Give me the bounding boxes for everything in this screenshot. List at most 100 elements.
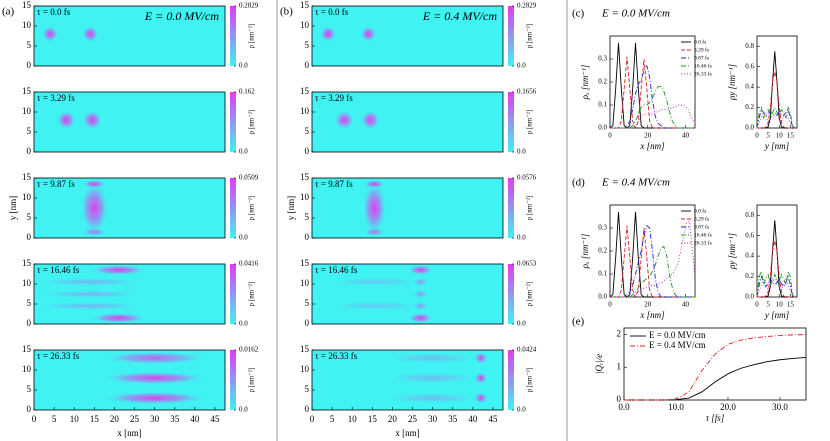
plot-frame [33, 349, 226, 411]
x-tick-label: 35 [448, 414, 458, 424]
y-tick-label: 15 [300, 172, 310, 182]
y-tick-label: 10 [300, 278, 310, 288]
y-tick-label: 0.8 [745, 42, 754, 50]
y-axis-label: ρₓ [nm⁻¹] [580, 233, 590, 269]
y-tick-label: 5 [27, 212, 32, 222]
panel-label: (d) [572, 177, 585, 189]
colorbar-label: ρ [nm⁻²] [248, 282, 256, 307]
colorbar-tick-label: 0.162 [239, 88, 255, 96]
y-tick-label: 15 [300, 0, 310, 10]
x-axis-label: x [nm] [639, 141, 665, 151]
series-line [757, 220, 795, 298]
y-tick-label: 0 [305, 404, 310, 414]
x-axis-label: τ [fs] [706, 413, 725, 423]
colorbar-tick-label: 0.0 [517, 234, 526, 242]
y-tick-label: 15 [300, 258, 310, 268]
plot-frame [311, 349, 504, 411]
plot-frame [756, 204, 798, 298]
y-axis-label: ρₓ [nm⁻¹] [580, 64, 590, 100]
colorbar [230, 92, 236, 152]
x-tick-label: 0 [32, 414, 37, 424]
panel-title: E = 0.4 MV/cm [601, 177, 670, 189]
plot-frame [311, 263, 504, 325]
x-axis-label: y [nm] [764, 141, 790, 151]
series-line [757, 51, 795, 129]
y-tick-label: 5 [27, 126, 32, 136]
x-axis-label: x [nm] [117, 428, 141, 438]
colorbar-label: ρ [nm⁻²] [248, 24, 256, 49]
annotation: E = 0.4 MV/cm [422, 9, 497, 23]
legend-label: 16.46 fs [694, 231, 712, 238]
y-tick-label: 0 [305, 146, 310, 156]
colorbar-tick-label: 0.2829 [239, 2, 259, 10]
y-tick-label: 0 [27, 146, 32, 156]
plot-frame [33, 177, 226, 239]
plot-frame [33, 263, 226, 325]
panel-label: (c) [572, 8, 585, 20]
legend-label: 26.33 fs [694, 239, 712, 246]
panel-title: τ = 0.0 fs [37, 7, 71, 17]
colorbar-label: ρ [nm⁻²] [248, 196, 256, 221]
x-tick-label: 10.0 [668, 402, 684, 412]
legend-label: E = 0.0 MV/cm [649, 330, 706, 340]
series-line [610, 225, 695, 299]
series-line [756, 277, 795, 298]
series-line [757, 240, 795, 298]
series-line [610, 220, 696, 298]
x-tick-label: 10 [348, 414, 358, 424]
colorbar [230, 178, 236, 238]
series-line [757, 71, 795, 129]
colorbar-tick-label: 0.0 [517, 406, 526, 414]
y-tick-label: 0.8 [745, 211, 754, 219]
y-axis-label: y [nm] [8, 196, 18, 220]
panel-label: (e) [572, 316, 585, 328]
y-tick-label: 0 [27, 318, 32, 328]
y-tick-label: 5 [305, 40, 310, 50]
series-line [756, 111, 795, 129]
colorbar-label: ρ [nm⁻²] [248, 368, 256, 393]
x-tick-label: 30 [150, 414, 160, 424]
y-tick-label: 5 [305, 298, 310, 308]
legend-label: 3.29 fs [694, 46, 709, 53]
series-line [609, 42, 695, 129]
plot-frame [33, 91, 226, 153]
colorbar [508, 264, 514, 324]
colorbar [508, 92, 514, 152]
y-tick-label: 0.6 [745, 62, 754, 70]
colorbar-tick-label: 0.0162 [239, 346, 259, 354]
y-tick-label: 10 [300, 364, 310, 374]
y-tick-label: 10 [22, 278, 32, 288]
legend-label: 9.87 fs [694, 54, 709, 61]
series-line [610, 224, 695, 298]
legend-label: 9.87 fs [694, 223, 709, 230]
y-tick-label: 5 [27, 40, 32, 50]
colorbar-label: ρ [nm⁻²] [526, 368, 534, 393]
x-tick-label: 30 [428, 414, 438, 424]
legend-label: 16.46 fs [694, 62, 712, 69]
colorbar-tick-label: 0.0424 [517, 346, 537, 354]
colorbar [508, 178, 514, 238]
x-axis-label: y [nm] [764, 310, 790, 320]
x-tick-label: 20 [644, 301, 652, 309]
y-tick-label: 15 [22, 86, 32, 96]
y-tick-label: 0.6 [745, 231, 754, 239]
x-tick-label: 45 [210, 414, 220, 424]
y-tick-label: 5 [27, 384, 32, 394]
legend-label: E = 0.4 MV/cm [649, 340, 706, 350]
colorbar [230, 350, 236, 410]
y-tick-label: 15 [300, 344, 310, 354]
y-tick-label: 0.0 [598, 124, 607, 132]
y-tick-label: 10 [22, 192, 32, 202]
y-tick-label: 0 [305, 318, 310, 328]
y-tick-label: 0.2 [598, 78, 607, 86]
x-axis-label: x [nm] [395, 428, 419, 438]
plot-frame [311, 177, 504, 239]
legend-label: 0.0 fs [694, 38, 706, 45]
x-tick-label: 15 [787, 132, 795, 140]
x-tick-label: 0 [755, 132, 759, 140]
x-tick-label: 0 [755, 301, 759, 309]
x-tick-label: 0.0 [618, 402, 630, 412]
series-line [624, 357, 807, 401]
y-tick-label: 15 [22, 0, 32, 10]
x-tick-label: 25 [130, 414, 140, 424]
